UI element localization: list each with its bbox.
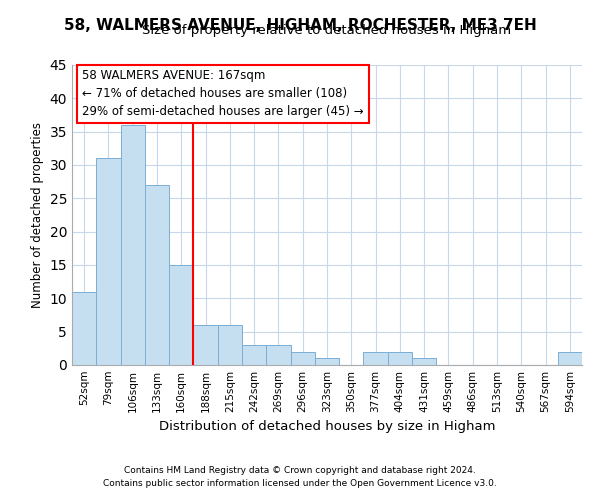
Bar — [169, 265, 193, 365]
Text: Contains HM Land Registry data © Crown copyright and database right 2024.
Contai: Contains HM Land Registry data © Crown c… — [103, 466, 497, 487]
Text: 58 WALMERS AVENUE: 167sqm
← 71% of detached houses are smaller (108)
29% of semi: 58 WALMERS AVENUE: 167sqm ← 71% of detac… — [82, 70, 364, 118]
Bar — [290, 352, 315, 365]
Bar — [242, 345, 266, 365]
Text: 58, WALMERS AVENUE, HIGHAM, ROCHESTER, ME3 7EH: 58, WALMERS AVENUE, HIGHAM, ROCHESTER, M… — [64, 18, 536, 32]
Bar — [266, 345, 290, 365]
Bar — [364, 352, 388, 365]
Bar — [412, 358, 436, 365]
Bar — [72, 292, 96, 365]
X-axis label: Distribution of detached houses by size in Higham: Distribution of detached houses by size … — [159, 420, 495, 434]
Bar — [218, 325, 242, 365]
Bar — [315, 358, 339, 365]
Bar — [558, 352, 582, 365]
Bar — [96, 158, 121, 365]
Bar — [388, 352, 412, 365]
Title: Size of property relative to detached houses in Higham: Size of property relative to detached ho… — [142, 24, 512, 38]
Bar — [193, 325, 218, 365]
Y-axis label: Number of detached properties: Number of detached properties — [31, 122, 44, 308]
Bar — [121, 125, 145, 365]
Bar — [145, 185, 169, 365]
